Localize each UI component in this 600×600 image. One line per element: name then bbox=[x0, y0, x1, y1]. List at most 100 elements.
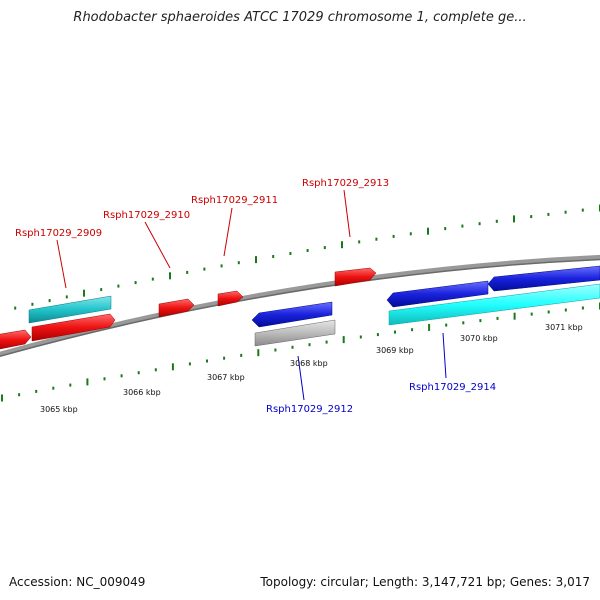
cds-feature[interactable] bbox=[28, 295, 112, 324]
lower-tick bbox=[428, 323, 431, 331]
forward-gene-arrow[interactable] bbox=[158, 298, 195, 318]
lower-tick bbox=[530, 312, 533, 316]
lower-tick bbox=[411, 328, 414, 332]
lower-tick bbox=[137, 371, 140, 375]
lower-tick bbox=[581, 306, 584, 310]
upper-tick bbox=[461, 224, 464, 228]
upper-tick bbox=[530, 215, 533, 219]
lower-tick bbox=[103, 377, 106, 381]
scale-label-3070: 3070 kbp bbox=[460, 334, 498, 343]
scale-label-3068: 3068 kbp bbox=[290, 359, 328, 368]
upper-tick bbox=[341, 241, 343, 249]
leader-2913 bbox=[343, 189, 351, 238]
upper-tick bbox=[237, 261, 240, 265]
upper-tick bbox=[134, 281, 137, 285]
lower-tick bbox=[564, 308, 567, 312]
upper-tick bbox=[65, 295, 68, 299]
lower-tick bbox=[479, 319, 482, 323]
upper-tick bbox=[478, 222, 481, 226]
upper-tick bbox=[323, 246, 326, 250]
lower-tick bbox=[325, 340, 328, 344]
pseudogene-feature[interactable] bbox=[254, 319, 336, 347]
lower-tick-row bbox=[1, 302, 600, 402]
gene-label-2913[interactable]: Rsph17029_2913 bbox=[302, 178, 389, 189]
lower-tick bbox=[394, 330, 396, 334]
leader-2914 bbox=[442, 332, 447, 379]
upper-tick bbox=[151, 277, 154, 281]
upper-tick bbox=[186, 270, 189, 274]
upper-tick bbox=[83, 289, 85, 297]
scale-label-3065: 3065 kbp bbox=[40, 405, 78, 414]
upper-tick bbox=[203, 267, 206, 271]
lower-tick bbox=[35, 389, 38, 393]
accession-text: Accession: NC_009049 bbox=[9, 575, 146, 589]
upper-tick bbox=[375, 237, 378, 241]
scale-label-3066: 3066 kbp bbox=[123, 388, 161, 397]
upper-tick-row bbox=[14, 204, 600, 310]
scale-label-3071: 3071 kbp bbox=[545, 323, 583, 332]
lower-tick bbox=[462, 321, 465, 325]
lower-tick bbox=[188, 362, 191, 366]
upper-tick bbox=[547, 212, 550, 216]
leader-2911 bbox=[223, 207, 233, 257]
lower-tick bbox=[52, 386, 55, 390]
leader-2909 bbox=[56, 239, 67, 289]
upper-tick bbox=[581, 208, 584, 212]
forward-gene-arrow[interactable] bbox=[31, 313, 116, 342]
lower-tick bbox=[1, 394, 3, 402]
upper-tick bbox=[306, 249, 309, 252]
upper-tick bbox=[427, 227, 429, 235]
upper-tick bbox=[564, 210, 567, 214]
lower-tick bbox=[154, 368, 157, 372]
upper-tick bbox=[169, 272, 171, 280]
lower-tick bbox=[291, 345, 294, 349]
lower-tick bbox=[86, 378, 89, 386]
upper-tick bbox=[272, 255, 275, 258]
map-title: Rhodobacter sphaeroides ATCC 17029 chrom… bbox=[73, 10, 527, 25]
upper-tick bbox=[495, 219, 498, 223]
lower-tick bbox=[18, 393, 21, 397]
lower-tick bbox=[376, 333, 379, 337]
cds-feature[interactable] bbox=[388, 283, 600, 326]
scale-label-3069: 3069 kbp bbox=[376, 346, 414, 355]
reverse-gene-arrow[interactable] bbox=[487, 265, 600, 292]
lower-tick bbox=[171, 363, 174, 371]
lower-tick bbox=[206, 359, 208, 363]
lower-tick bbox=[342, 336, 345, 344]
upper-tick bbox=[255, 256, 257, 264]
reverse-gene-arrow[interactable] bbox=[251, 301, 333, 328]
upper-tick bbox=[409, 232, 412, 236]
lower-tick bbox=[547, 310, 550, 314]
gene-features[interactable] bbox=[0, 265, 600, 350]
forward-gene-arrow[interactable] bbox=[217, 290, 244, 307]
gene-label-2914[interactable]: Rsph17029_2914 bbox=[409, 382, 496, 393]
scale-label-3067: 3067 kbp bbox=[207, 373, 245, 382]
upper-tick bbox=[289, 252, 292, 255]
gene-label-2911[interactable]: Rsph17029_2911 bbox=[191, 195, 278, 206]
upper-tick bbox=[444, 227, 447, 231]
forward-gene-arrow[interactable] bbox=[0, 329, 32, 350]
upper-tick bbox=[48, 299, 51, 303]
chromosome-backbone-shadow bbox=[0, 258, 600, 358]
gene-label-2909[interactable]: Rsph17029_2909 bbox=[15, 228, 102, 239]
upper-tick bbox=[513, 215, 515, 223]
lower-tick bbox=[445, 323, 448, 327]
lower-tick bbox=[240, 353, 243, 357]
upper-tick bbox=[14, 306, 17, 310]
upper-tick bbox=[100, 288, 103, 292]
gene-label-2912[interactable]: Rsph17029_2912 bbox=[266, 404, 353, 415]
upper-tick bbox=[358, 240, 361, 244]
reverse-gene-arrow[interactable] bbox=[386, 280, 489, 308]
lower-tick bbox=[308, 343, 311, 347]
lower-tick bbox=[513, 312, 516, 320]
upper-tick bbox=[220, 264, 223, 268]
lower-tick bbox=[359, 335, 362, 339]
gene-label-2910[interactable]: Rsph17029_2910 bbox=[103, 210, 190, 221]
forward-gene-arrow[interactable] bbox=[334, 267, 377, 287]
upper-tick bbox=[31, 302, 34, 306]
leader-lines bbox=[56, 189, 447, 401]
upper-tick bbox=[117, 284, 120, 288]
upper-tick bbox=[392, 234, 395, 238]
chromosome-backbone bbox=[0, 254, 600, 357]
